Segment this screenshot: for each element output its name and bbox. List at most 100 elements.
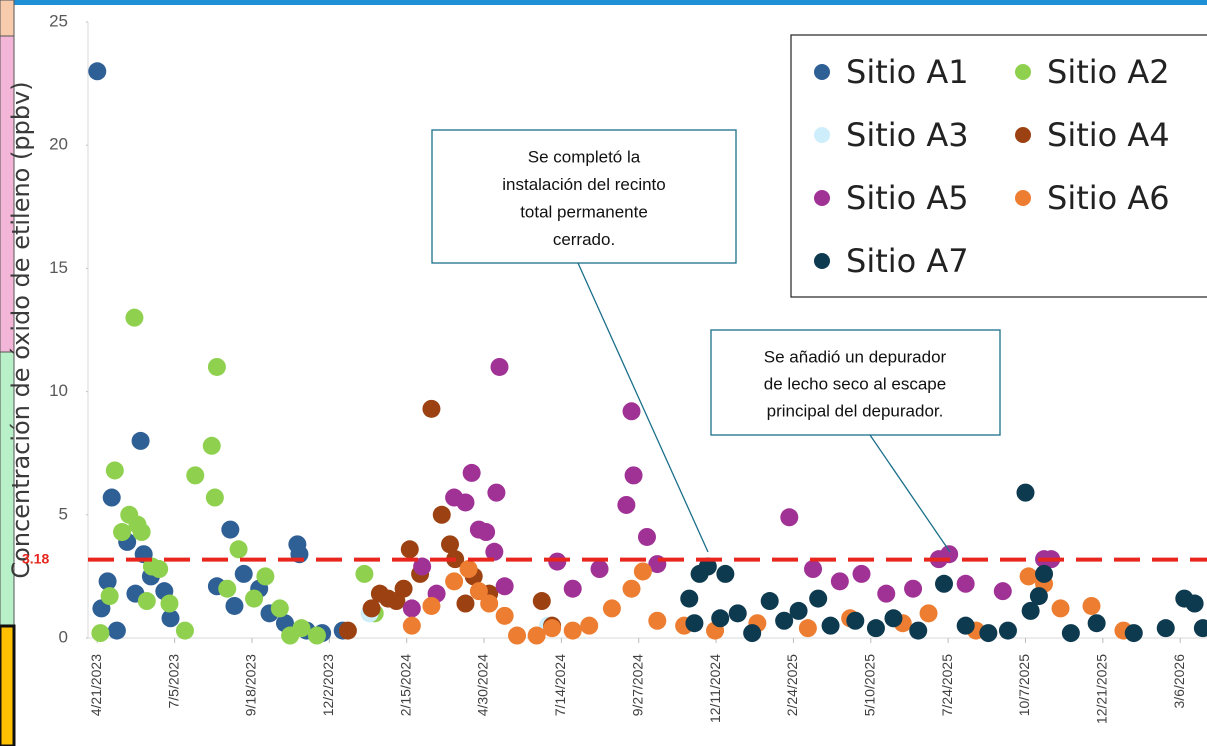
point: [729, 604, 747, 622]
legend-marker: [1015, 127, 1031, 143]
point: [176, 622, 194, 640]
point: [221, 521, 239, 539]
point: [256, 567, 274, 585]
point: [395, 580, 413, 598]
point: [235, 565, 253, 583]
legend-label: Sitio A7: [846, 242, 969, 280]
point: [463, 464, 481, 482]
x-tick-label: 7/24/2025: [939, 654, 955, 716]
point: [1020, 567, 1038, 585]
x-tick-label: 9/18/2023: [243, 654, 259, 716]
x-tick-label: 4/21/2023: [88, 654, 104, 716]
point: [580, 617, 598, 635]
point: [623, 580, 641, 598]
point: [403, 599, 421, 617]
point: [403, 617, 421, 635]
legend-marker: [814, 127, 830, 143]
point: [790, 602, 808, 620]
point: [884, 609, 902, 627]
x-tick-label: 2/15/2024: [397, 654, 413, 716]
point: [508, 627, 526, 645]
point: [625, 466, 643, 484]
point: [638, 528, 656, 546]
point: [206, 489, 224, 507]
point: [846, 612, 864, 630]
y-tick-label: 0: [59, 627, 68, 646]
point: [487, 484, 505, 502]
point: [564, 622, 582, 640]
point: [957, 617, 975, 635]
y-tick-label: 20: [49, 135, 68, 154]
point: [979, 624, 997, 642]
point: [822, 617, 840, 635]
point: [685, 614, 703, 632]
point: [88, 62, 106, 80]
point: [422, 400, 440, 418]
point: [106, 461, 124, 479]
point: [245, 590, 263, 608]
y-tick-label: 5: [59, 504, 68, 523]
point: [999, 622, 1017, 640]
point: [831, 572, 849, 590]
point: [230, 540, 248, 558]
point: [225, 597, 243, 615]
callout-pointer: [870, 435, 950, 552]
point: [186, 466, 204, 484]
point: [477, 523, 495, 541]
point: [125, 309, 143, 327]
top-bar: [0, 0, 1207, 5]
x-tick-label: 3/6/2026: [1171, 654, 1187, 709]
legend-label: Sitio A4: [1047, 116, 1170, 154]
legend-marker: [1015, 190, 1031, 206]
x-tick-label: 7/5/2023: [165, 654, 181, 709]
point: [456, 595, 474, 613]
legend-marker: [814, 190, 830, 206]
point: [339, 622, 357, 640]
annotation-text: Se añadió un depurador: [764, 347, 947, 366]
x-tick-label: 2/24/2025: [784, 654, 800, 716]
annotation-text: de lecho seco al escape: [764, 374, 946, 393]
point: [113, 523, 131, 541]
point: [218, 580, 236, 598]
annotation-text: Se completó la: [528, 147, 641, 166]
y-tick-label: 10: [49, 381, 68, 400]
legend-marker: [814, 253, 830, 269]
point: [422, 597, 440, 615]
point: [1082, 597, 1100, 615]
point: [904, 580, 922, 598]
point: [877, 585, 895, 603]
point: [867, 619, 885, 637]
point: [528, 627, 546, 645]
point: [591, 560, 609, 578]
point: [355, 565, 373, 583]
point: [91, 624, 109, 642]
x-tick-label: 7/14/2024: [552, 654, 568, 716]
point: [203, 437, 221, 455]
x-tick-label: 12/21/2025: [1094, 654, 1110, 724]
point: [853, 565, 871, 583]
point: [617, 496, 635, 514]
point: [533, 592, 551, 610]
point: [456, 493, 474, 511]
annotation-text: principal del depurador.: [767, 401, 944, 420]
y-tick-label: 15: [49, 258, 68, 277]
point: [460, 560, 478, 578]
point: [994, 582, 1012, 600]
legend-label: Sitio A3: [846, 116, 969, 154]
point: [799, 619, 817, 637]
point: [308, 627, 326, 645]
point: [401, 540, 419, 558]
legend-marker: [814, 64, 830, 80]
point: [480, 595, 498, 613]
y-tick-label: 25: [49, 11, 68, 30]
point: [809, 590, 827, 608]
point: [1157, 619, 1175, 637]
x-tick-label: 9/27/2024: [629, 654, 645, 716]
point: [761, 592, 779, 610]
point: [716, 565, 734, 583]
point: [1186, 595, 1204, 613]
point: [648, 612, 666, 630]
point: [433, 506, 451, 524]
point: [132, 432, 150, 450]
point: [491, 358, 509, 376]
